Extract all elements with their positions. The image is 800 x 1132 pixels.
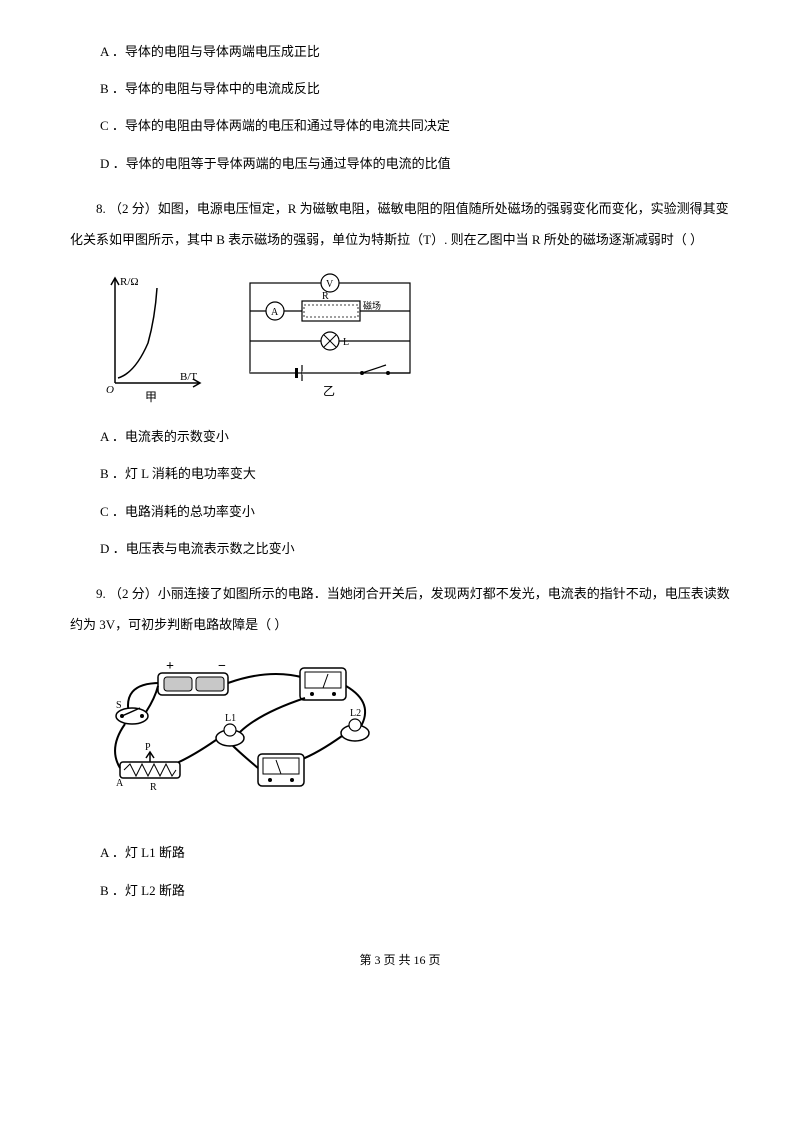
svg-text:O: O [106, 384, 114, 396]
figure-8-graph: R/Ω B/T O 甲 [100, 273, 210, 403]
document-page: A ．导体的电阻与导体两端电压成正比 B ．导体的电阻与导体中的电流成反比 C … [0, 0, 800, 995]
q7-option-d: D ．导体的电阻等于导体两端的电压与通过导体的电流的比值 [100, 148, 730, 179]
q8-option-a: A ．电流表的示数变小 [100, 421, 730, 452]
q9-option-b: B ．灯 L2 断路 [100, 875, 730, 906]
page-footer: 第 3 页 共 16 页 [70, 946, 730, 975]
svg-text:A: A [116, 778, 124, 789]
q8-option-c: C ．电路消耗的总功率变小 [100, 496, 730, 527]
svg-text:V: V [326, 279, 334, 290]
svg-text:L2: L2 [350, 708, 361, 719]
svg-text:−: − [218, 659, 226, 674]
svg-text:R: R [322, 291, 329, 302]
svg-text:P: P [145, 742, 151, 753]
figure-9-circuit: + − L2 [100, 658, 390, 808]
q7-option-c: C ．导体的电阻由导体两端的电压和通过导体的电流共同决定 [100, 110, 730, 141]
svg-text:+: + [166, 659, 174, 674]
q8-option-b: B ．灯 L 消耗的电功率变大 [100, 458, 730, 489]
question-8: 8. （2 分）如图，电源电压恒定，R 为磁敏电阻，磁敏电阻的阻值随所处磁场的强… [70, 193, 730, 255]
svg-text:A: A [271, 307, 279, 318]
q8-option-d: D ．电压表与电流表示数之比变小 [100, 533, 730, 564]
svg-text:L: L [343, 337, 349, 348]
svg-text:S: S [116, 700, 122, 711]
q9-option-a: A ．灯 L1 断路 [100, 837, 730, 868]
q7-option-a: A ．导体的电阻与导体两端电压成正比 [100, 36, 730, 67]
fig8-caption-left: 甲 [145, 390, 157, 403]
fig8-caption-right: 乙 [323, 384, 335, 398]
figure-8: R/Ω B/T O 甲 V A R 磁场 L [100, 273, 730, 403]
q7-option-b: B ．导体的电阻与导体中的电流成反比 [100, 73, 730, 104]
svg-text:磁场: 磁场 [363, 300, 381, 311]
figure-8-circuit: V A R 磁场 L 乙 [240, 273, 420, 403]
svg-text:R: R [150, 782, 157, 793]
y-axis-label: R/Ω [120, 276, 139, 288]
figure-9: + − L2 [100, 658, 730, 819]
x-axis-label: B/T [180, 371, 197, 383]
question-9: 9. （2 分）小丽连接了如图所示的电路．当她闭合开关后，发现两灯都不发光，电流… [70, 578, 730, 640]
svg-text:L1: L1 [225, 713, 236, 724]
